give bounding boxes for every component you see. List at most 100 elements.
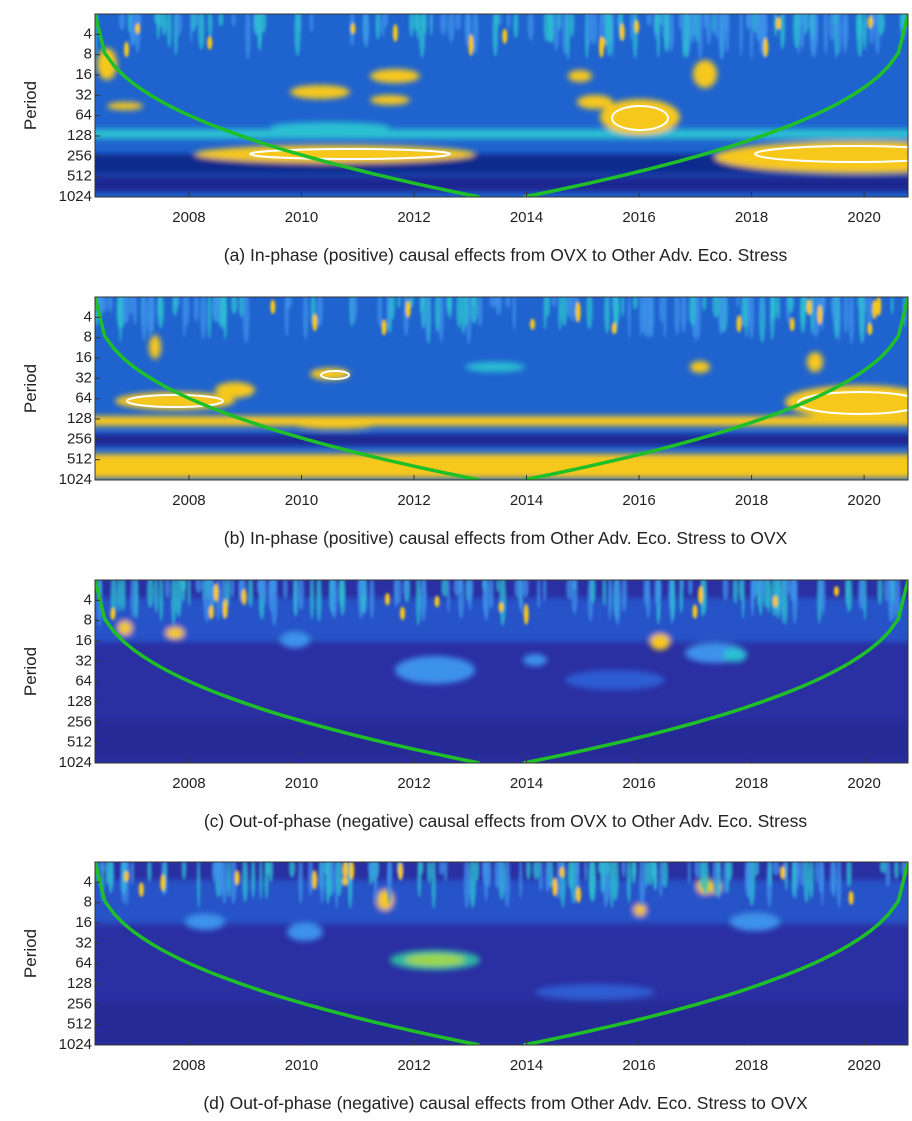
heatmap-blob: [568, 70, 592, 82]
y-tick-label: 128: [67, 127, 92, 144]
x-tick-label: 2018: [735, 492, 768, 509]
heatmap-stripe: [207, 14, 213, 37]
heatmap-stripe: [159, 580, 164, 622]
heatmap-blob: [166, 627, 184, 639]
heatmap-blob: [280, 632, 310, 648]
heatmap-stripe: [723, 862, 728, 894]
heatmap-stripe: [193, 297, 199, 323]
heatmap-spot: [405, 300, 411, 318]
y-tick-label: 128: [67, 693, 92, 710]
heatmap-stripe: [551, 297, 557, 308]
heatmap-stripe: [456, 297, 462, 328]
x-tick-label: 2012: [397, 1057, 430, 1074]
heatmap-stripe: [787, 297, 795, 313]
heatmap-stripe: [590, 14, 598, 45]
heatmap-stripe: [688, 297, 696, 327]
heatmap-stripe: [803, 862, 810, 903]
heatmap-stripe: [181, 862, 187, 880]
heatmap-stripe: [499, 580, 506, 627]
significance-contour: [754, 145, 908, 163]
y-tick-label: 512: [67, 451, 92, 468]
cone-of-influence: [95, 297, 480, 480]
x-tick-label: 2012: [397, 775, 430, 792]
heatmap-stripe: [600, 862, 606, 894]
plot-frame: [94, 296, 909, 481]
heatmap-spot: [398, 862, 404, 880]
heatmap-band: [95, 468, 908, 478]
heatmap-spot: [381, 319, 387, 336]
heatmap-stripe: [369, 580, 375, 619]
heatmap-spot: [123, 41, 129, 58]
x-tick-label: 2018: [735, 775, 768, 792]
heatmap-stripe: [418, 862, 424, 876]
significance-contour: [611, 105, 669, 131]
heatmap-stripe: [605, 862, 611, 876]
plot-frame: [94, 861, 909, 1046]
heatmap-stripe: [328, 862, 333, 881]
heatmap-stripe: [885, 862, 891, 887]
heatmap-stripe: [148, 297, 155, 334]
heatmap-stripe: [284, 297, 289, 338]
heatmap-blob: [723, 648, 747, 662]
heatmap-stripe: [439, 14, 447, 36]
heatmap-stripe: [772, 862, 780, 876]
heatmap-stripe: [134, 580, 139, 620]
heatmap-stripe: [538, 862, 544, 891]
heatmap-stripe: [512, 297, 516, 331]
heatmap: [95, 297, 908, 480]
cone-of-influence: [523, 862, 908, 1045]
x-tick-label: 2020: [847, 492, 880, 509]
heatmap-stripe: [769, 297, 775, 341]
heatmap-stripe: [571, 580, 578, 615]
heatmap-stripe: [741, 580, 745, 619]
heatmap-stripe: [218, 14, 224, 27]
panel-caption: (d) Out-of-phase (negative) causal effec…: [203, 1093, 808, 1113]
x-tick-label: 2008: [172, 209, 205, 226]
heatmap-stripe: [350, 297, 358, 323]
heatmap-stripe: [793, 14, 800, 49]
heatmap-spot: [468, 34, 474, 56]
heatmap-stripe: [225, 580, 231, 607]
heatmap-stripe: [589, 862, 597, 903]
heatmap-stripe: [632, 297, 638, 310]
heatmap-stripe: [431, 862, 436, 910]
heatmap-stripe: [309, 580, 314, 620]
heatmap-stripe: [566, 580, 574, 600]
heatmap-stripe: [121, 297, 126, 323]
heatmap-stripe: [470, 297, 478, 324]
heatmap-stripe: [525, 862, 531, 880]
heatmap-stripe: [877, 580, 883, 605]
heatmap-spot: [342, 875, 348, 887]
y-tick-label: 64: [75, 107, 92, 124]
heatmap-stripe: [446, 580, 451, 614]
heatmap-stripe: [845, 580, 853, 613]
heatmap-stripe: [391, 297, 395, 320]
y-tick-label: 16: [75, 66, 92, 83]
heatmap-spot: [611, 322, 617, 335]
heatmap-stripe: [643, 580, 650, 607]
heatmap-stripe: [843, 297, 849, 334]
heatmap-stripe: [486, 862, 492, 887]
heatmap-layer: [95, 598, 908, 760]
heatmap-stripe: [393, 580, 398, 608]
heatmap-stripe: [138, 14, 142, 26]
heatmap-stripe: [608, 580, 613, 613]
heatmap-stripe: [739, 14, 743, 58]
heatmap-stripe: [339, 580, 346, 616]
heatmap-spot: [698, 586, 704, 604]
heatmap-stripe: [674, 297, 680, 336]
heatmap-stripe: [217, 862, 223, 894]
heatmap-spot: [833, 586, 839, 597]
heatmap-blob: [634, 904, 646, 916]
panel: 4 8 16 32 64 128 256 512 1024 2008 2010 2012 2014 201…: [21, 296, 909, 548]
heatmap-band: [95, 720, 908, 760]
heatmap-stripe: [242, 862, 249, 903]
heatmap-stripe: [819, 580, 824, 606]
heatmap-stripe: [808, 862, 814, 899]
heatmap-stripe: [245, 14, 251, 61]
heatmap-stripe: [302, 297, 309, 341]
heatmap-stripe: [488, 580, 494, 609]
heatmap-stripe: [309, 14, 314, 33]
heatmap-stripe: [561, 297, 568, 327]
heatmap-stripe: [590, 580, 596, 604]
